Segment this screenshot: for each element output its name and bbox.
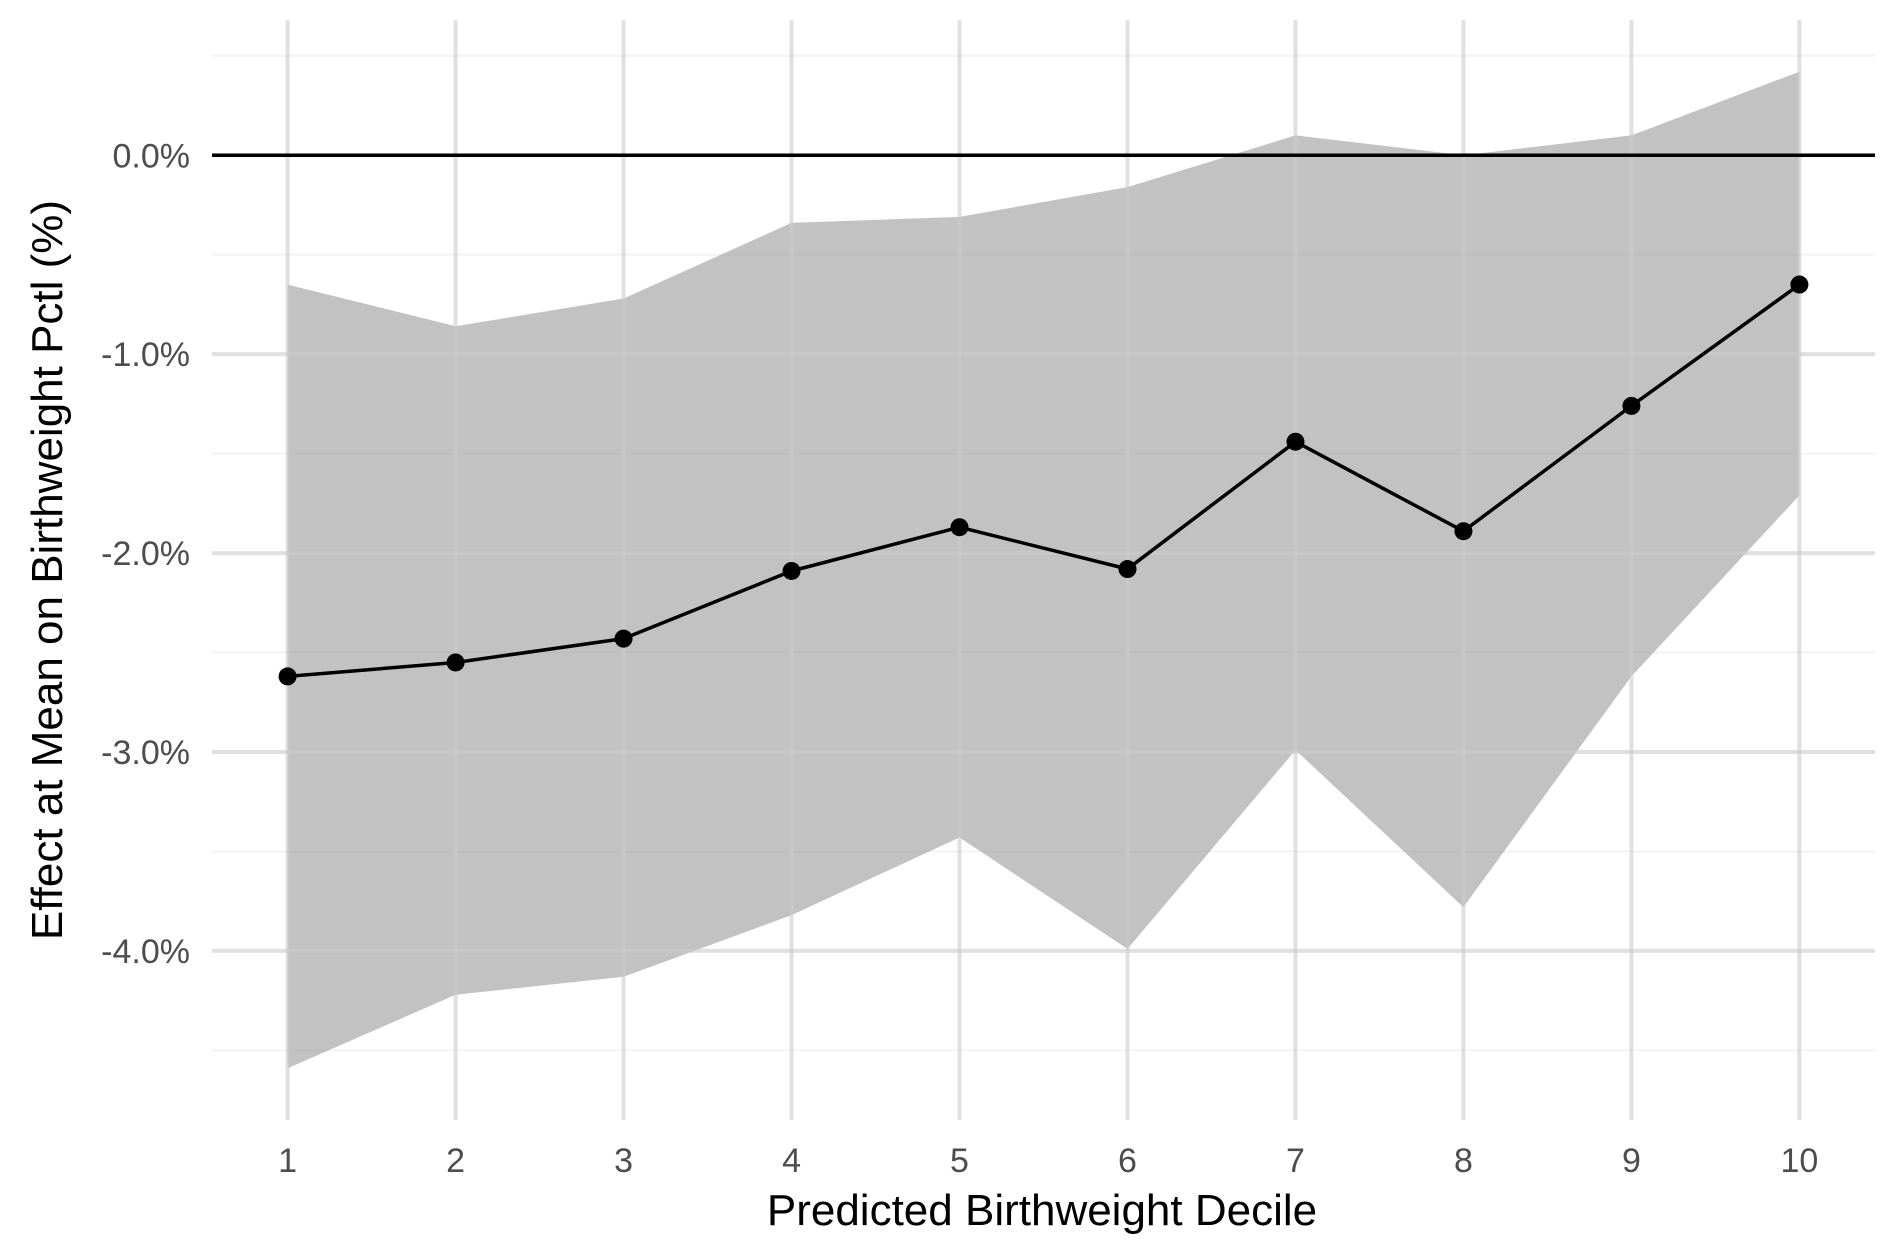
y-tick-label: -3.0%	[101, 734, 190, 772]
x-tick-label: 3	[614, 1142, 633, 1180]
x-tick-label: 6	[1118, 1142, 1137, 1180]
x-tick-label: 5	[950, 1142, 969, 1180]
y-tick-label: -2.0%	[101, 535, 190, 573]
data-point	[1286, 432, 1305, 451]
data-point	[782, 561, 801, 580]
x-tick-label: 2	[446, 1142, 465, 1180]
x-axis-ticks: 1 2 3 4 5 6 7 8 9 10	[278, 1142, 1818, 1180]
x-tick-label: 7	[1286, 1142, 1305, 1180]
x-axis-title: Predicted Birthweight Decile	[767, 1186, 1317, 1235]
y-tick-label: -4.0%	[101, 933, 190, 971]
series-line	[287, 283, 1801, 679]
confidence-ribbon	[287, 71, 1800, 1069]
data-point	[1790, 275, 1809, 294]
x-tick-label: 4	[782, 1142, 801, 1180]
x-tick-label: 1	[278, 1142, 297, 1180]
y-axis-title: Effect at Mean on Birthweight Pctl (%)	[23, 200, 72, 940]
data-point	[446, 653, 465, 672]
data-point	[1622, 396, 1641, 415]
y-tick-label: -1.0%	[101, 336, 190, 374]
y-tick-label: 0.0%	[113, 137, 191, 175]
x-tick-label: 9	[1622, 1142, 1641, 1180]
series-points	[278, 275, 1809, 686]
data-point	[614, 629, 633, 648]
data-point	[1454, 522, 1473, 541]
data-point	[950, 518, 969, 537]
series-polyline	[287, 283, 1801, 679]
data-point	[1118, 560, 1137, 579]
data-point	[278, 667, 297, 686]
confidence-band	[287, 71, 1800, 1069]
x-tick-label: 10	[1780, 1142, 1818, 1180]
y-axis-ticks: 0.0% -1.0% -2.0% -3.0% -4.0%	[101, 137, 190, 971]
x-tick-label: 8	[1454, 1142, 1473, 1180]
